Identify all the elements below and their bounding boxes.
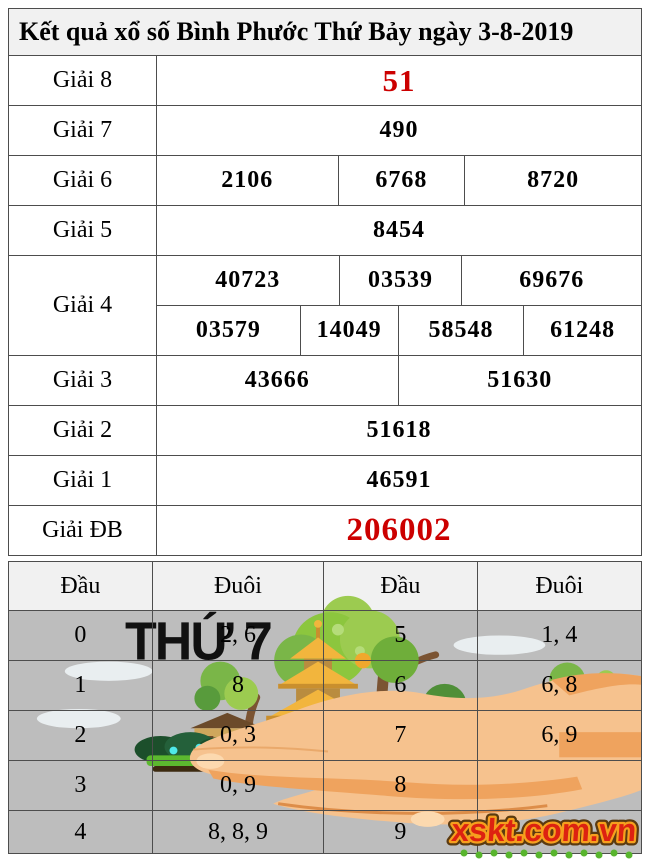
tail-value: 6, 8 — [476, 660, 641, 710]
logo-text: xskt.com.vn — [450, 812, 637, 848]
prize-label: Giải 5 — [9, 206, 157, 255]
tail-value: 1, 4 — [476, 610, 641, 660]
prize-row-giai1: Giải 1 46591 — [9, 455, 641, 505]
prize-value: 69676 — [461, 256, 641, 305]
tail-value: 0, 9 — [151, 760, 324, 810]
head-tail-table: THỨ 7 Đầu Đuôi Đầu Đuôi 0 2, 6 5 1, 4 1 … — [8, 561, 642, 859]
prize-row-giaidb: Giải ĐB 206002 — [9, 505, 641, 555]
tail-value: 8 — [151, 660, 324, 710]
prize-row-giai3: Giải 3 43666 51630 — [9, 355, 641, 405]
prize-value: 40723 — [215, 267, 281, 293]
prize-value: 490 — [379, 117, 419, 143]
prize-label: Giải 8 — [9, 56, 157, 105]
head-value: 3 — [9, 760, 152, 810]
prize-value: 14049 — [299, 306, 398, 355]
head-value: 5 — [323, 610, 477, 660]
head-value: 4 — [9, 810, 152, 853]
prize-value: 51618 — [366, 417, 432, 443]
prize-value: 2106 — [221, 167, 274, 193]
head-value: 1 — [9, 660, 152, 710]
prize-value: 61248 — [523, 306, 641, 355]
prize-value: 03539 — [338, 256, 462, 305]
prize-value: 8720 — [464, 156, 641, 205]
prize-value: 43666 — [244, 367, 310, 393]
prize-value: 46591 — [366, 467, 432, 493]
tail-value: 8, 8, 9 — [151, 810, 324, 853]
prize-row-giai2: Giải 2 51618 — [9, 405, 641, 455]
prize-label: Giải 3 — [9, 356, 157, 405]
tail-value: 2, 6 — [151, 610, 324, 660]
prize-label: Giải 6 — [9, 156, 157, 205]
prize-value: 6768 — [337, 156, 465, 205]
page-title: Kết quả xổ số Bình Phước Thứ Bảy ngày 3-… — [19, 17, 574, 46]
head-value: 2 — [9, 710, 152, 760]
tail-value: 6, 9 — [476, 710, 641, 760]
prize-value: 8454 — [373, 217, 425, 243]
head-tail-row: 2 0, 3 7 6, 9 — [9, 710, 641, 760]
column-header: Đuôi — [476, 562, 641, 610]
prize-row-giai4: Giải 4 40723 03539 69676 03579 14049 585… — [9, 255, 641, 355]
prize-row-giai7: Giải 7 490 — [9, 105, 641, 155]
prize-value: 51630 — [397, 356, 641, 405]
prize-value: 03579 — [195, 317, 261, 343]
prize-label: Giải 4 — [9, 256, 157, 355]
prize-label: Giải ĐB — [9, 506, 157, 555]
head-value: 7 — [323, 710, 477, 760]
prize-value: 51 — [382, 62, 416, 98]
head-tail-row: 0 2, 6 5 1, 4 — [9, 610, 641, 660]
head-value: 0 — [9, 610, 152, 660]
prize-row-giai5: Giải 5 8454 — [9, 205, 641, 255]
head-tail-row: 1 8 6 6, 8 — [9, 660, 641, 710]
prize-value: 206002 — [346, 512, 452, 548]
head-tail-header-row: Đầu Đuôi Đầu Đuôi — [9, 562, 641, 610]
head-value: 6 — [323, 660, 477, 710]
prize-value: 58548 — [397, 306, 524, 355]
xskt-logo: xskt.com.vn xskt.com.vn xskt.com.vn — [446, 808, 641, 859]
prize-table: Giải 8 51 Giải 7 490 Giải 6 2106 6768 87… — [8, 56, 642, 556]
prize-row-giai8: Giải 8 51 — [9, 56, 641, 105]
column-header: Đầu — [323, 562, 477, 610]
title-bar: Kết quả xổ số Bình Phước Thứ Bảy ngày 3-… — [8, 8, 642, 56]
column-header: Đầu — [60, 572, 101, 599]
prize-label: Giải 7 — [9, 106, 157, 155]
prize-row-giai6: Giải 6 2106 6768 8720 — [9, 155, 641, 205]
column-header: Đuôi — [151, 562, 323, 610]
prize-label: Giải 2 — [9, 406, 157, 455]
prize-label: Giải 1 — [9, 456, 157, 505]
tail-value: 0, 3 — [151, 710, 324, 760]
